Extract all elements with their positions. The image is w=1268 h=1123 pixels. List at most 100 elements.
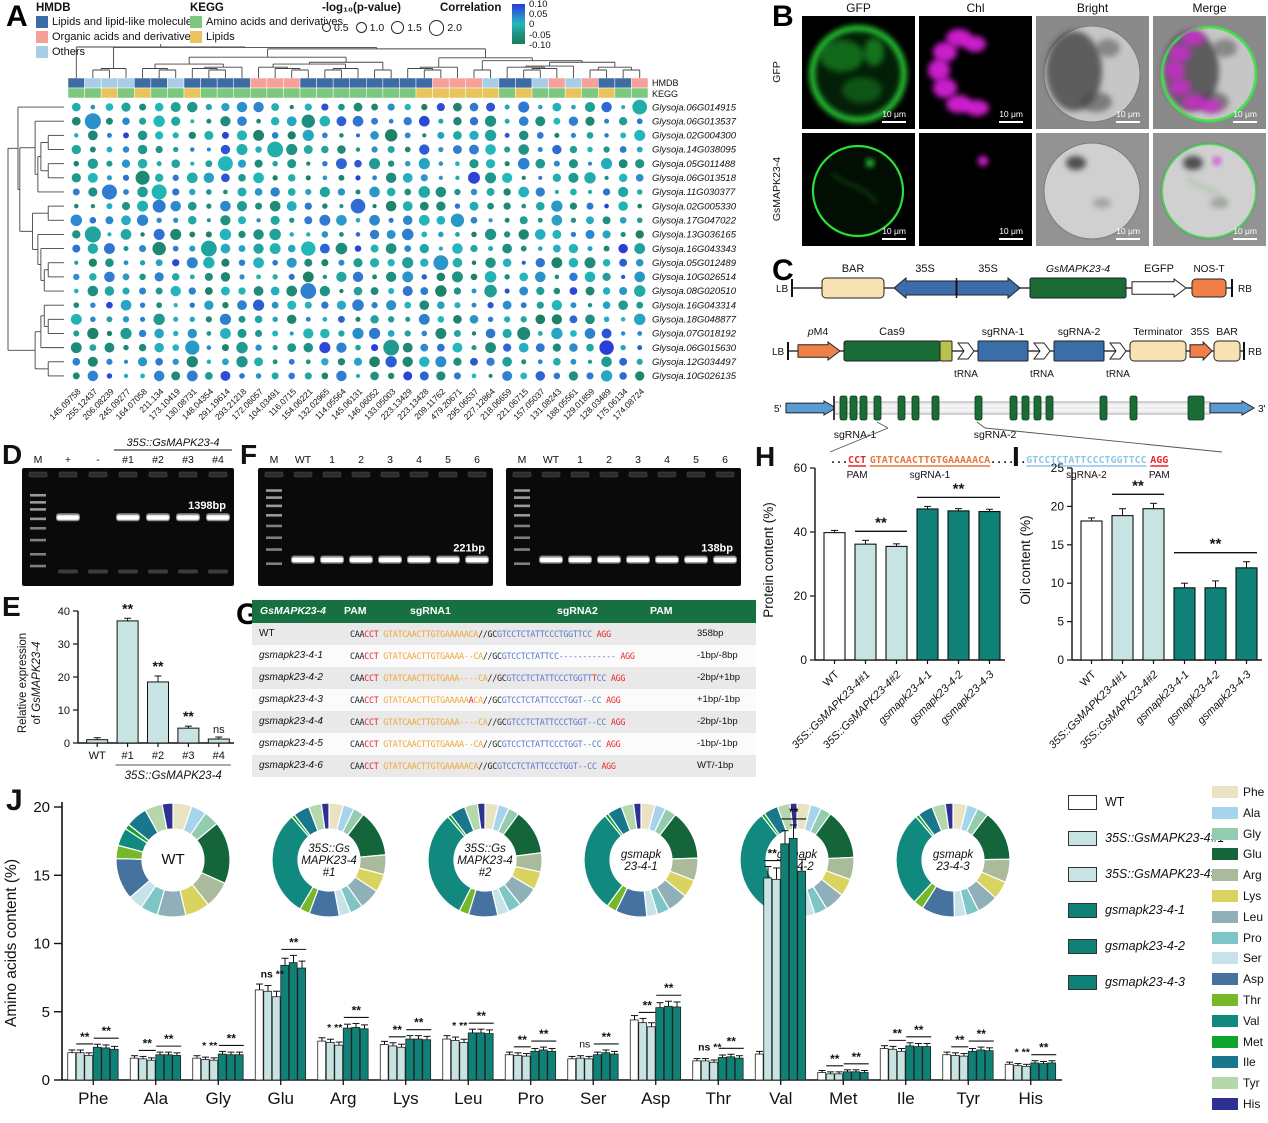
svg-text:-: - (96, 454, 100, 466)
panel-a: A HMDB Lipids and lipid-like molecules Or… (0, 0, 770, 458)
panel-b: B GFP Chl Bright Merge GFP GsMAPK23-4 10 μm 1… (770, 0, 1268, 256)
pvalue-legend: -log₁₀(p-value) 0.5 1.0 1.5 2.0 (322, 2, 469, 36)
svg-text:BAR: BAR (1216, 326, 1238, 338)
svg-text:0: 0 (1057, 653, 1064, 667)
svg-text:35S::GsMAPK23-4: 35S::GsMAPK23-4 (125, 770, 222, 782)
svg-text:H: H (755, 441, 775, 472)
amino-acid-legend-item: Asp (1212, 972, 1264, 986)
svg-text:**: ** (414, 1016, 424, 1030)
micrograph-gfp-chl: 10 μm (919, 16, 1032, 129)
crispr-construct: LB pM4 Cas9 sgRNA-1 sgRNA-2 Terminator 35S BAR R… (772, 326, 1262, 380)
svg-text:#2: #2 (152, 454, 164, 466)
svg-text:E: E (2, 591, 21, 622)
svg-text:1: 1 (329, 454, 335, 466)
amino-acid-legend: Phe Ala Gly Glu Arg Lys Leu Pro Ser Asp Thr Val Met I… (1212, 785, 1264, 1118)
hmdb-label: Others (52, 45, 86, 58)
svg-text:Glysoja.07G018192: Glysoja.07G018192 (652, 329, 737, 340)
kegg-item: Amino acids and derivatives (190, 14, 343, 29)
correlation-tick: 0.10 (529, 0, 548, 10)
svg-text:Glysoja.02G005330: Glysoja.02G005330 (652, 201, 737, 212)
svg-text:J: J (6, 784, 23, 817)
svg-text:Met: Met (829, 1089, 858, 1108)
amino-acid-swatch (1212, 1097, 1238, 1110)
svg-text:GsMAPK23-4: GsMAPK23-4 (1046, 263, 1110, 275)
amino-acid-swatch (1212, 869, 1238, 882)
svg-text:5: 5 (445, 454, 451, 466)
hmdb-legend: HMDB Lipids and lipid-like molecules Orga… (36, 2, 198, 59)
svg-text:sgRNA-1: sgRNA-1 (834, 429, 877, 441)
hmdb-swatch (36, 15, 48, 28)
amino-acid-legend-item: Ala (1212, 806, 1264, 820)
amino-acid-label: Ala (1243, 805, 1261, 820)
hmdb-legend-items: Lipids and lipid-like molecules Organic a… (36, 14, 198, 59)
svg-text:Amino acids content (%): Amino acids content (%) (3, 859, 20, 1027)
svg-text:**: ** (164, 1032, 174, 1046)
gene-row-labels: Glysoja.06G014915 Glysoja.06G013537 Glysoj… (652, 102, 737, 382)
kegg-legend-title: KEGG (190, 2, 224, 14)
genotype-legend-item: WT (1068, 794, 1225, 810)
genotype-swatch (1068, 938, 1097, 954)
svg-text:#4: #4 (212, 454, 224, 466)
svg-text:gsmapk: gsmapk (621, 849, 663, 861)
svg-text:MAPK23-4: MAPK23-4 (301, 855, 357, 867)
svg-text:#3: #3 (182, 750, 194, 762)
svg-text:M: M (34, 454, 43, 466)
channel-header-chl: Chl (966, 1, 985, 15)
svg-text:Glysoja.08G020510: Glysoja.08G020510 (652, 286, 737, 297)
micrograph-gsmapk23-4-bright: 10 μm (1036, 133, 1149, 246)
micrograph-gsmapk23-4-chl: 10 μm (919, 133, 1032, 246)
svg-text:gsmapk: gsmapk (933, 849, 975, 861)
svg-text:35S: 35S (1191, 326, 1210, 338)
hmdb-label: Lipids and lipid-like molecules (52, 15, 198, 28)
amino-acid-label: Phe (1243, 785, 1265, 799)
svg-text:ns: ns (579, 1039, 590, 1051)
svg-text:Glysoja.02G004300: Glysoja.02G004300 (652, 131, 737, 142)
pvalue-circle-label: 2.0 (447, 21, 463, 34)
svg-text:Phe: Phe (78, 1089, 108, 1108)
svg-text:Glysoja.16G043343: Glysoja.16G043343 (652, 244, 737, 255)
amino-acid-swatch (1212, 1014, 1238, 1027)
amino-acid-label: Ile (1243, 1055, 1256, 1070)
svg-text:KEGG: KEGG (652, 89, 678, 99)
amino-acid-swatch (1212, 827, 1238, 840)
svg-text:25: 25 (1051, 461, 1065, 475)
genotype-label: gsmapk23-4-1 (1105, 903, 1185, 917)
correlation-tick: -0.05 (529, 29, 551, 41)
svg-text:#1: #1 (323, 867, 336, 879)
svg-text:Ser: Ser (580, 1089, 607, 1108)
svg-text:WT: WT (89, 750, 106, 762)
svg-text:1: 1 (577, 454, 583, 466)
correlation-tick: 0 (529, 19, 535, 31)
svg-text:F: F (240, 439, 257, 470)
mutation-table-row: gsmapk23-4-5 CAACCT GTATCAACTTGTGAAAA--CA… (252, 733, 756, 755)
hmdb-swatch (36, 45, 48, 58)
allele-sequence: CAACCT GTATCAACTTGTGAAAAACA//GCGTCCTCTAT… (350, 760, 616, 771)
amino-acid-swatch (1212, 1035, 1238, 1048)
mutation-table-row: gsmapk23-4-6 CAACCT GTATCAACTTGTGAAAAACA/… (252, 755, 756, 777)
table-header-cell: sgRNA1 (410, 605, 451, 617)
genotype-swatch (1068, 974, 1097, 990)
hmdb-item: Lipids and lipid-like molecules (36, 14, 198, 29)
svg-text:**: ** (122, 600, 133, 616)
amino-acid-legend-item: Glu (1212, 847, 1264, 861)
svg-text:**: ** (643, 998, 653, 1012)
allele-sequence: CAACCT GTATCAACTTGTGAAA----CA//GCGTCCTCT… (350, 672, 626, 683)
svg-text:**: ** (768, 847, 778, 861)
allele-name: gsmapk23-4-2 (259, 672, 323, 683)
svg-text:**: ** (789, 805, 799, 819)
mutation-note: -2bp/+1bp (697, 672, 741, 683)
mutation-table-row: gsmapk23-4-4 CAACCT GTATCAACTTGTGAAA----C… (252, 711, 756, 733)
svg-text:4: 4 (664, 454, 670, 466)
genotype-label: gsmapk23-4-2 (1105, 939, 1185, 953)
mutation-note: WT/-1bp (697, 760, 734, 771)
allele-sequence: CAACCT GTATCAACTTGTGAAAAAACA//GCGTCCTCTA… (350, 694, 621, 705)
svg-text:10 μm: 10 μm (999, 109, 1023, 119)
amino-acid-legend-item: His (1212, 1097, 1264, 1111)
svg-text:pM4: pM4 (807, 326, 829, 338)
svg-text:**: ** (80, 1030, 90, 1044)
kegg-item: Lipids (190, 29, 343, 44)
genotype-swatch (1068, 830, 1097, 846)
svg-text:Asp: Asp (641, 1089, 670, 1108)
